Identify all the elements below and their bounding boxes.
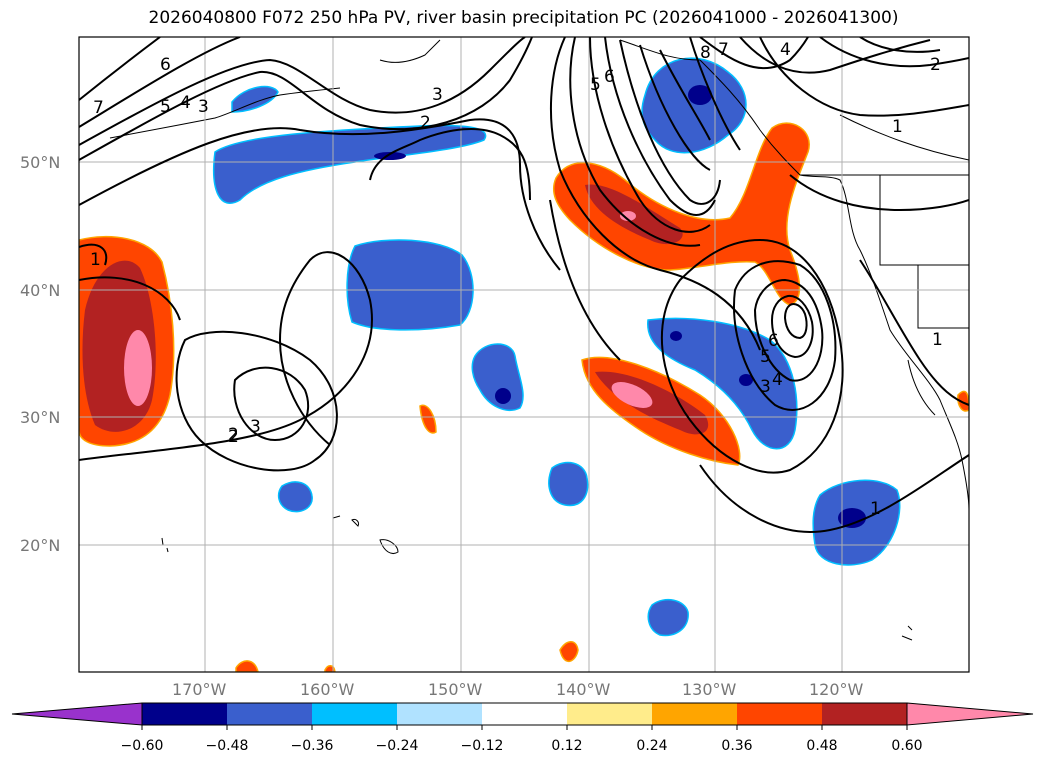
contour-label: 6 (160, 55, 171, 75)
contour-label: 2 (228, 425, 239, 445)
contour-labels: 7 6 5 4 3 2 3 2 1 2 3 5 6 8 7 4 2 1 3 4 … (90, 40, 943, 519)
strong-negative-cores (374, 85, 866, 528)
lon-label: 130°W (682, 680, 737, 699)
colorbar-tick-label: −0.60 (120, 738, 164, 754)
contour-label: 1 (932, 330, 943, 350)
contour-label: 4 (780, 40, 791, 60)
contour-label: 4 (180, 93, 191, 113)
lat-label: 40°N (20, 281, 61, 300)
colorbar-tick-label: 0.60 (891, 738, 923, 754)
contour-label: 3 (198, 97, 209, 117)
colorbar-tick-label: −0.36 (290, 738, 334, 754)
colorbar-tick-label: −0.12 (460, 738, 504, 754)
lat-label: 30°N (20, 408, 61, 427)
lon-label: 120°W (809, 680, 864, 699)
colorbar-tick-label: 0.24 (636, 738, 668, 754)
lon-label: 150°W (428, 680, 483, 699)
colorbar-tick-label: −0.24 (375, 738, 419, 754)
lon-label: 140°W (556, 680, 611, 699)
contour-label: 2 (930, 55, 941, 75)
map-frame (78, 36, 970, 673)
contour-label: 6 (768, 331, 779, 351)
contour-label: 7 (718, 40, 729, 60)
colorbar-tick-label: −0.48 (205, 738, 249, 754)
contour-label: 5 (160, 97, 171, 117)
contour-label: 3 (432, 85, 443, 105)
contour-label: 3 (250, 417, 261, 437)
colorbar-tick-label: 0.36 (721, 738, 753, 754)
contour-label: 3 (760, 377, 771, 397)
contour-label: 6 (604, 67, 615, 87)
map-title: 2026040800 F072 250 hPa PV, river basin … (148, 8, 899, 28)
contour-label: 1 (90, 250, 101, 270)
extreme-positive-cores (124, 211, 653, 408)
contour-label: 1 (892, 117, 903, 137)
lon-label: 160°W (300, 680, 355, 699)
contour-label: 4 (772, 370, 783, 390)
contour-label: 2 (228, 427, 239, 447)
colorbar-tick-label: 0.12 (551, 738, 583, 754)
contour-label: 5 (590, 75, 601, 95)
pv-contours (79, 37, 969, 533)
contour-label: 7 (93, 98, 104, 118)
contour-label: 8 (700, 43, 711, 63)
contour-label: 2 (420, 113, 431, 133)
lat-label: 50°N (20, 153, 61, 172)
colorbar (11, 702, 1034, 730)
lat-label: 20°N (20, 536, 61, 555)
contour-label: 5 (760, 347, 771, 367)
contour-label: 1 (870, 499, 881, 519)
colorbar-tick-label: 0.48 (806, 738, 838, 754)
lon-label: 170°W (172, 680, 227, 699)
